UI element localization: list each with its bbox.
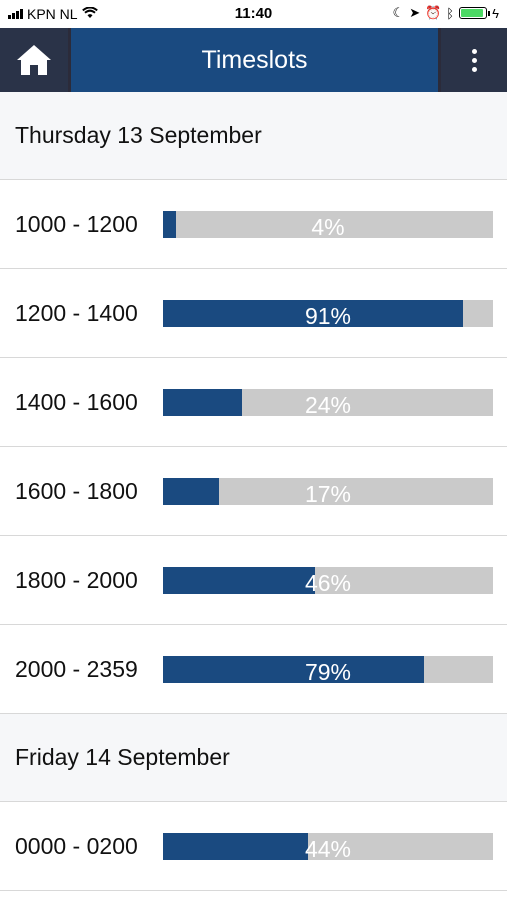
capacity-bar-fill bbox=[163, 299, 464, 327]
clock: 11:40 bbox=[234, 5, 273, 22]
status-bar: KPN NL 11:40 ☾ ➤ ⏰ ᛒ ϟ bbox=[0, 0, 507, 28]
capacity-bar: 46% bbox=[163, 566, 493, 596]
capacity-percent: 46% bbox=[304, 569, 352, 596]
more-vertical-icon bbox=[471, 48, 477, 72]
moon-icon: ☾ bbox=[392, 5, 405, 20]
capacity-bar-fill bbox=[163, 832, 309, 860]
timeslot-row[interactable]: 1000 - 1200 4% bbox=[0, 180, 507, 269]
more-button[interactable] bbox=[441, 28, 507, 92]
charging-icon: ϟ bbox=[492, 5, 499, 21]
capacity-bar: 44% bbox=[163, 832, 493, 862]
timeslot-label: 1800 - 2000 bbox=[15, 566, 138, 593]
timeslot-row[interactable]: 1600 - 1800 17% bbox=[0, 447, 507, 536]
capacity-percent: 24% bbox=[304, 391, 352, 418]
capacity-percent: 4% bbox=[311, 213, 345, 240]
timeslot-label: 2000 - 2359 bbox=[15, 655, 138, 682]
capacity-bar-fill bbox=[163, 210, 177, 238]
timeslot-label: 1000 - 1200 bbox=[15, 210, 138, 237]
timeslot-row[interactable]: 1200 - 1400 91% bbox=[0, 269, 507, 358]
signal-icon bbox=[8, 9, 23, 19]
status-right: ☾ ➤ ⏰ ᛒ ϟ bbox=[393, 5, 499, 21]
capacity-percent: 17% bbox=[304, 480, 352, 507]
timeslot-list: Thursday 13 September 1000 - 1200 4% 1200 -… bbox=[0, 92, 507, 891]
day-header: Friday 14 September bbox=[0, 714, 507, 802]
capacity-percent: 44% bbox=[304, 835, 352, 862]
timeslot-label: 1600 - 1800 bbox=[15, 477, 138, 504]
nav-bar: Timeslots bbox=[0, 28, 507, 92]
capacity-percent: 91% bbox=[304, 302, 352, 329]
home-button[interactable] bbox=[0, 28, 68, 92]
wifi-icon bbox=[81, 6, 98, 22]
capacity-bar: 79% bbox=[163, 655, 493, 685]
capacity-bar: 17% bbox=[163, 477, 493, 507]
capacity-bar-fill bbox=[163, 566, 315, 594]
timeslot-row[interactable]: 0000 - 0200 44% bbox=[0, 802, 507, 891]
capacity-bar-fill bbox=[163, 477, 220, 505]
bluetooth-icon: ᛒ bbox=[446, 5, 455, 21]
timeslot-label: 0000 - 0200 bbox=[15, 832, 138, 859]
capacity-bar: 24% bbox=[163, 388, 493, 418]
battery-icon bbox=[459, 7, 491, 19]
alarm-icon: ⏰ bbox=[425, 5, 442, 20]
capacity-bar: 4% bbox=[163, 210, 493, 240]
capacity-bar: 91% bbox=[163, 299, 493, 329]
location-icon: ➤ bbox=[409, 5, 421, 20]
timeslot-row[interactable]: 1400 - 1600 24% bbox=[0, 358, 507, 447]
day-header: Thursday 13 September bbox=[0, 92, 507, 180]
timeslot-label: 1200 - 1400 bbox=[15, 299, 138, 326]
timeslot-label: 1400 - 1600 bbox=[15, 388, 138, 415]
home-icon bbox=[17, 45, 51, 75]
carrier-label: KPN NL bbox=[27, 6, 78, 22]
status-left: KPN NL bbox=[8, 6, 98, 22]
capacity-bar-fill bbox=[163, 655, 424, 683]
capacity-percent: 79% bbox=[304, 658, 352, 685]
capacity-bar-fill bbox=[163, 388, 243, 416]
page-title: Timeslots bbox=[71, 28, 438, 92]
timeslot-row[interactable]: 2000 - 2359 79% bbox=[0, 625, 507, 714]
timeslot-row[interactable]: 1800 - 2000 46% bbox=[0, 536, 507, 625]
